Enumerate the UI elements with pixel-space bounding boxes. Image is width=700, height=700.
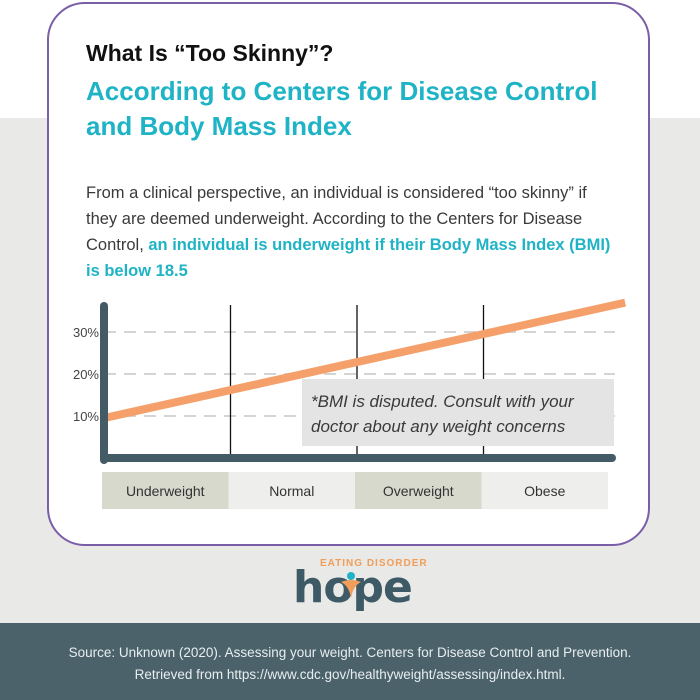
category-strip-0 [102, 472, 229, 509]
category-strip-1 [228, 472, 355, 509]
annotation-text-line-2: doctor about any weight concerns [311, 417, 566, 436]
category-label: Normal [269, 483, 314, 499]
trend-line [103, 298, 627, 423]
intro-paragraph: From a clinical perspective, an individu… [86, 180, 616, 284]
source-line-2: Retrieved from https://www.cdc.gov/healt… [134, 667, 566, 682]
category-label: Overweight [383, 483, 454, 499]
category-strip-2 [355, 472, 482, 509]
y-tick-label: 30% [73, 325, 99, 340]
intro-highlight: an individual is underweight if their Bo… [86, 236, 611, 280]
annotation-text-line-1: *BMI is disputed. Consult with your [311, 392, 575, 411]
page-title: What Is “Too Skinny”? [86, 40, 334, 66]
y-tick-label: 20% [73, 367, 99, 382]
annotation-box [302, 379, 614, 446]
page-subtitle: According to Centers for Disease Control… [86, 76, 598, 141]
category-label: Obese [524, 483, 565, 499]
category-strip-3 [481, 472, 608, 509]
logo-figure-icon [341, 572, 361, 598]
source-line-1: Source: Unknown (2020). Assessing your w… [68, 645, 632, 660]
category-label: Underweight [126, 483, 205, 499]
eating-disorder-hope-logo: EATING DISORDER hope [290, 556, 427, 613]
bmi-chart: 30% 20% 10% *BMI is disputed. Consult with … [73, 298, 627, 509]
intro-text: From a clinical perspective, an individu… [86, 184, 587, 254]
y-tick-label: 10% [73, 409, 99, 424]
source-footer: Source: Unknown (2020). Assessing your w… [0, 623, 700, 700]
logo-small-text: EATING DISORDER [320, 558, 428, 569]
